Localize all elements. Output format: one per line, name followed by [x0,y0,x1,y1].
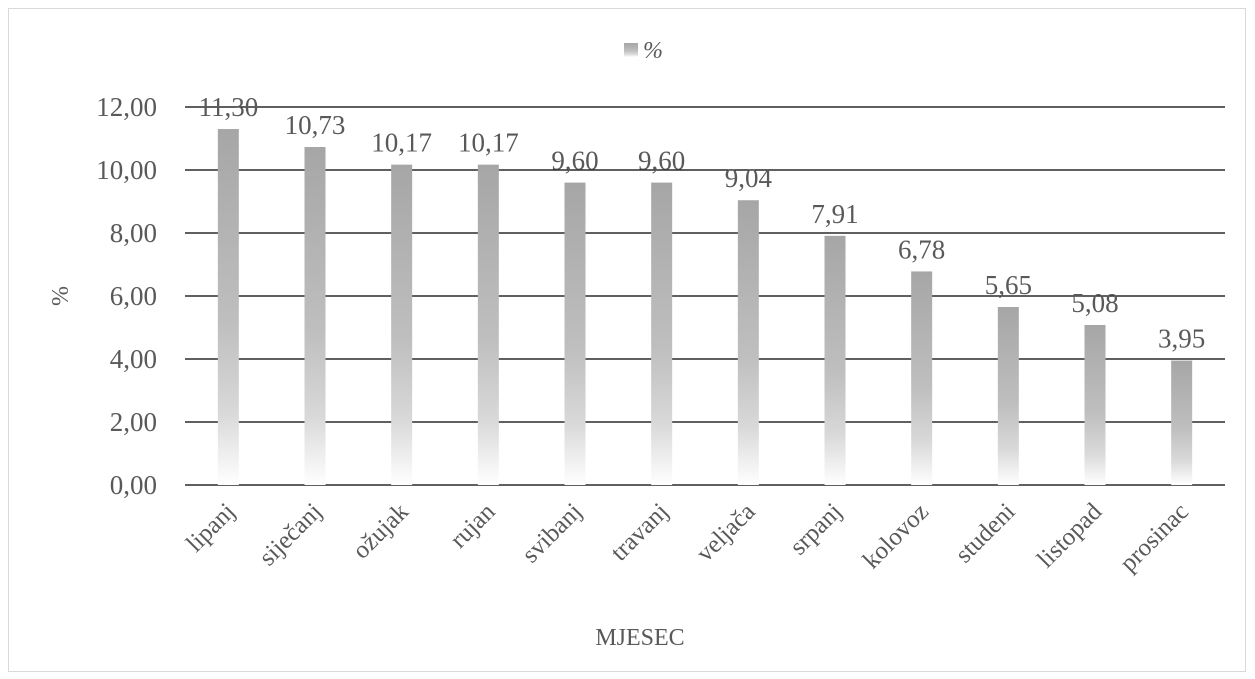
y-tick-label: 10,00 [96,155,157,185]
x-category-label: listopad [1032,498,1107,573]
data-labels: 11,30 10,73 10,17 10,17 9,60 9,60 9,04 7,91 6,78… [198,92,1205,354]
x-category-label: lipanj [181,498,240,557]
x-category-label: kolovoz [858,498,934,574]
x-category-label: rujan [445,498,501,554]
data-label: 10,17 [458,128,519,158]
x-category-label: srpanj [785,498,847,560]
x-axis-title: MJESEC [595,625,684,651]
data-label: 5,08 [1071,288,1118,318]
y-axis-ticks: 0,00 2,00 4,00 6,00 8,00 10,00 12,00 [96,92,157,500]
y-tick-label: 4,00 [110,344,157,374]
data-label: 9,60 [638,146,685,176]
gridlines [185,106,1225,486]
data-label: 5,65 [985,270,1032,300]
y-tick-label: 0,00 [110,470,157,500]
data-label: 10,17 [371,128,432,158]
x-axis-categories: lipanj siječanj ožujak rujan svibanj travanj v… [181,498,1194,577]
bar [477,164,499,485]
data-label: 10,73 [285,110,346,140]
legend: % [624,38,663,64]
data-label: 3,95 [1158,324,1205,354]
data-label: 9,04 [725,163,773,193]
bar [824,235,846,485]
y-tick-label: 2,00 [110,407,157,437]
bar [1171,360,1193,485]
y-tick-label: 12,00 [96,92,157,122]
bar [564,182,586,485]
data-label: 6,78 [898,234,945,264]
x-category-label: veljača [691,498,760,567]
legend-label: % [643,38,663,64]
bars [217,129,1193,486]
y-axis-title: % [48,286,74,306]
x-category-label: svibanj [517,498,587,568]
bar [217,129,239,486]
x-category-label: studeni [950,498,1020,568]
x-category-label: siječanj [254,498,327,571]
data-label: 9,60 [551,146,598,176]
bar [911,271,933,485]
bar [737,200,759,486]
bar [304,147,326,485]
x-category-label: travanj [606,498,674,566]
y-tick-label: 6,00 [110,281,157,311]
x-category-label: prosinac [1115,498,1194,577]
data-label: 7,91 [811,199,858,229]
y-tick-label: 8,00 [110,218,157,248]
x-category-label: ožujak [348,498,415,565]
data-label: 11,30 [198,92,258,122]
bar [1084,324,1106,485]
legend-swatch [624,43,638,57]
bar [391,164,413,485]
bar [997,307,1019,485]
bar [651,182,673,485]
chart-frame [8,8,1246,672]
